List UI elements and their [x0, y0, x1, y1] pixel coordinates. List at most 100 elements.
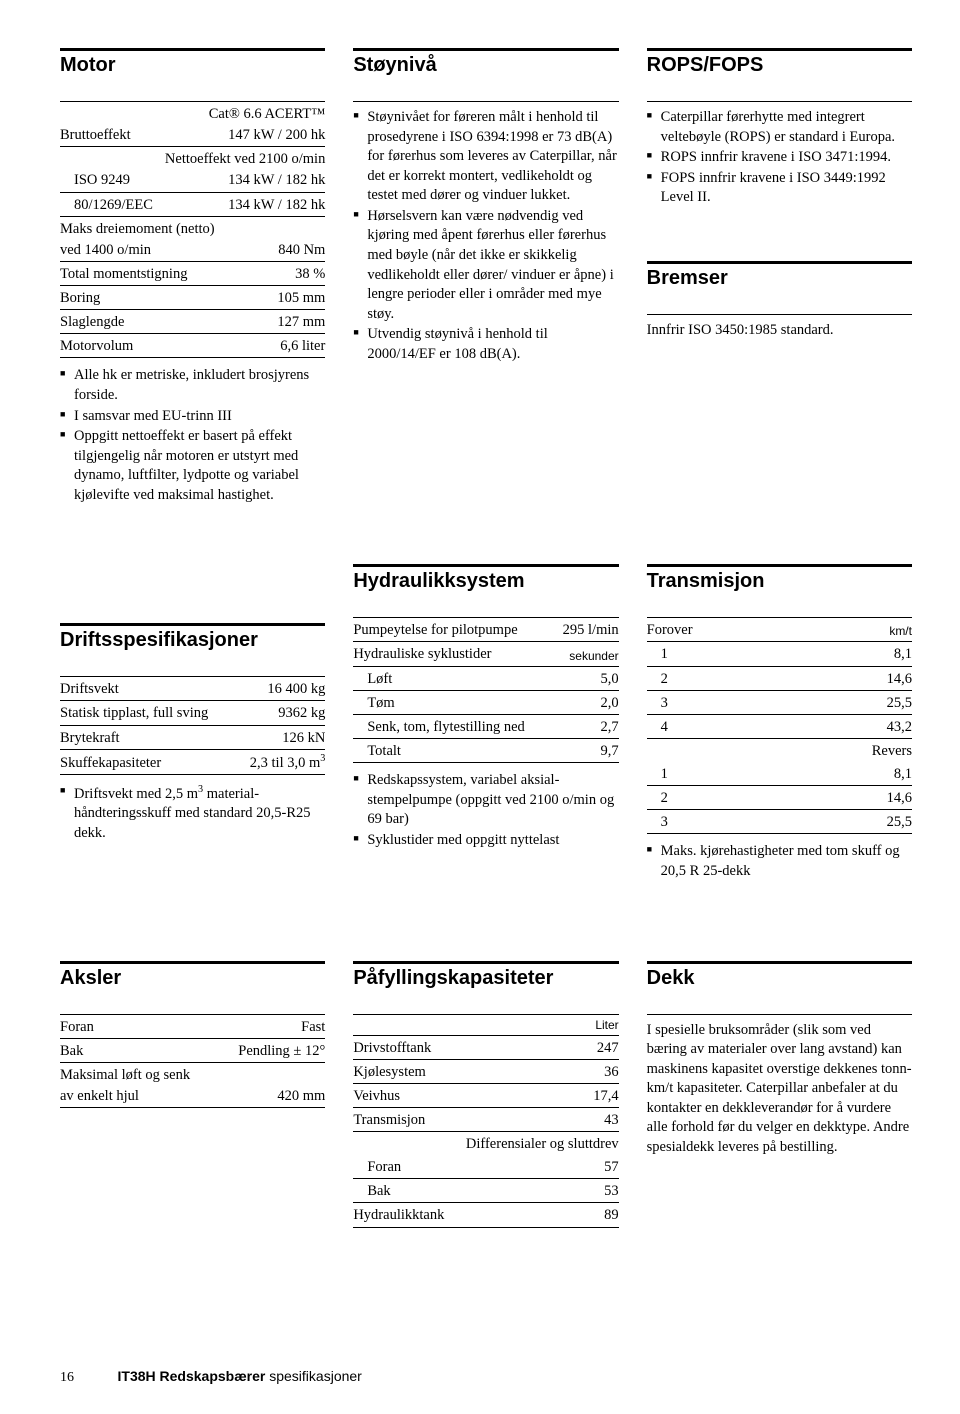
spec-label: Pumpeytelse for pilotpumpe: [353, 618, 553, 642]
spec-label: Drivstofftank: [353, 1035, 560, 1059]
bullets-drift: Driftsvekt med 2,5 m3 material­håndterin…: [60, 783, 325, 844]
spec-val: 43: [561, 1107, 619, 1131]
bullets-stoy: Støynivået for føreren målt i henhold ti…: [353, 108, 618, 364]
table-aksler: ForanFast BakPendling ± 12° Maksimal løf…: [60, 1015, 325, 1109]
spec-val: 6,6 liter: [223, 334, 325, 358]
spec-label: Maks dreiemoment (netto): [60, 216, 223, 238]
heading-drift: Driftsspesifikasjoner: [60, 623, 325, 652]
spec-val: 2,3 til 3,0 m3: [236, 749, 326, 774]
heading-rops: ROPS/FOPS: [647, 48, 912, 77]
bullet: Syklustider med oppgitt nyttelast: [353, 831, 618, 851]
spec-label: Statisk tipplast, full sving: [60, 701, 236, 725]
spec-val: 840 Nm: [223, 238, 325, 262]
col-pafyll: Påfyllingskapasiteter Liter Drivstofftan…: [353, 961, 618, 1228]
page-footer: 16 IT38H Redskapsbærer spesifikasjoner: [60, 1368, 362, 1386]
spec-label: Skuffekapasiteter: [60, 749, 236, 774]
text-bremser: Innfrir ISO 3450:1985 standard.: [647, 321, 912, 341]
spec-label: 80/1269/EEC: [60, 192, 223, 216]
spec-label: Forover: [647, 618, 818, 642]
spec-val: Fast: [219, 1015, 325, 1039]
spec-val: 420 mm: [219, 1084, 325, 1108]
spec-label: 4: [647, 714, 818, 738]
spec-label: Motorvolum: [60, 334, 223, 358]
spec-label: Løft: [353, 666, 553, 690]
spec-label: Transmisjon: [353, 1107, 560, 1131]
spec-val: 89: [561, 1203, 619, 1227]
spec-unit: km/t: [818, 618, 912, 642]
heading-dekk: Dekk: [647, 961, 912, 990]
spec-label: Bruttoeffekt: [60, 123, 223, 147]
spec-val: 17,4: [561, 1083, 619, 1107]
bullet: Caterpillar førerhytte med integrert vel…: [647, 108, 912, 147]
spec-label: Slaglengde: [60, 310, 223, 334]
col-stoy: Støynivå Støynivået for føreren målt i h…: [353, 48, 618, 506]
heading-aksler: Aksler: [60, 961, 325, 990]
spec-label: Kjølesystem: [353, 1059, 560, 1083]
col-hydr: Hydraulikksystem Pumpeytelse for pilotpu…: [353, 564, 618, 882]
spec-label: Boring: [60, 286, 223, 310]
spec-val: 247: [561, 1035, 619, 1059]
spec-label: Veivhus: [353, 1083, 560, 1107]
spec-label: Revers: [647, 738, 912, 762]
bullet: Driftsvekt med 2,5 m3 material­håndterin…: [60, 783, 325, 844]
spec-label: 1: [647, 642, 818, 666]
spec-val: 9362 kg: [236, 701, 326, 725]
spec-val: 9,7: [553, 738, 618, 762]
bullets-rops: Caterpillar førerhytte med integrert vel…: [647, 108, 912, 208]
spec-label: ISO 9249: [60, 168, 223, 192]
spec-label: Hydraulikktank: [353, 1203, 560, 1227]
table-motor: Cat® 6.6 ACERT™ Bruttoeffekt147 kW / 200…: [60, 102, 325, 358]
bullet: I samsvar med EU-trinn III: [60, 407, 325, 427]
spec-val: 38 %: [223, 261, 325, 285]
spec-val: 16 400 kg: [236, 677, 326, 701]
spec-val: 14,6: [818, 786, 912, 810]
spec-label: Brytekraft: [60, 725, 236, 749]
bullet: Oppgitt nettoeffekt er basert på effekt …: [60, 427, 325, 505]
bullets-trans: Maks. kjørehastigheter med tom skuff og …: [647, 842, 912, 881]
spec-label: av enkelt hjul: [60, 1084, 219, 1108]
spec-label: 1: [647, 762, 818, 786]
heading-trans: Transmisjon: [647, 564, 912, 593]
spec-label: Nettoeffekt ved 2100 o/min: [60, 147, 325, 169]
spec-val: 134 kW / 182 hk: [223, 168, 325, 192]
heading-pafyll: Påfyllingskapasiteter: [353, 961, 618, 990]
table-hydr: Pumpeytelse for pilotpumpe295 l/min Hydr…: [353, 618, 618, 763]
col-motor: Motor Cat® 6.6 ACERT™ Bruttoeffekt147 kW…: [60, 48, 325, 506]
spec-label: 3: [647, 690, 818, 714]
spec-val: 57: [561, 1155, 619, 1179]
table-drift: Driftsvekt16 400 kg Statisk tipplast, fu…: [60, 677, 325, 774]
table-pafyll: Liter Drivstofftank247 Kjølesystem36 Vei…: [353, 1015, 618, 1228]
spec-label: Driftsvekt: [60, 677, 236, 701]
bullet: Hørselsvern kan være nødvendig ved kjøri…: [353, 207, 618, 324]
spec-unit: sekunder: [553, 642, 618, 666]
spec-label: Total momentstigning: [60, 261, 223, 285]
spec-val: 126 kN: [236, 725, 326, 749]
row-3: Aksler ForanFast BakPendling ± 12° Maksi…: [60, 961, 912, 1228]
spec-val: 2,0: [553, 690, 618, 714]
row-1: Motor Cat® 6.6 ACERT™ Bruttoeffekt147 kW…: [60, 48, 912, 506]
spec-val: 147 kW / 200 hk: [223, 123, 325, 147]
spec-label: ved 1400 o/min: [60, 238, 223, 262]
spec-val: 25,5: [818, 690, 912, 714]
spec-val: 25,5: [818, 810, 912, 834]
row-2: Driftsspesifikasjoner Driftsvekt16 400 k…: [60, 564, 912, 882]
spec-val: 295 l/min: [553, 618, 618, 642]
spec-label: 2: [647, 786, 818, 810]
spec-label: 2: [647, 666, 818, 690]
bullet: Støynivået for føreren målt i henhold ti…: [353, 108, 618, 206]
heading-motor: Motor: [60, 48, 325, 77]
col-rops-bremser: ROPS/FOPS Caterpillar førerhytte med int…: [647, 48, 912, 506]
footer-title-bold: IT38H Redskapsbærer: [118, 1368, 266, 1384]
footer-title-light: spesifikasjoner: [265, 1368, 362, 1384]
heading-bremser: Bremser: [647, 261, 912, 290]
page-number: 16: [60, 1370, 74, 1385]
spec-label: Bak: [353, 1179, 560, 1203]
spec-val: 5,0: [553, 666, 618, 690]
spec-val: 134 kW / 182 hk: [223, 192, 325, 216]
heading-stoy: Støynivå: [353, 48, 618, 77]
spec-label: Differensialer og sluttdrev: [353, 1132, 618, 1156]
bullet: ROPS innfrir kravene i ISO 3471:1994.: [647, 148, 912, 168]
spec-val: 2,7: [553, 714, 618, 738]
bullets-motor: Alle hk er metriske, inkludert brosjyren…: [60, 366, 325, 505]
motor-model: Cat® 6.6 ACERT™: [60, 102, 325, 123]
